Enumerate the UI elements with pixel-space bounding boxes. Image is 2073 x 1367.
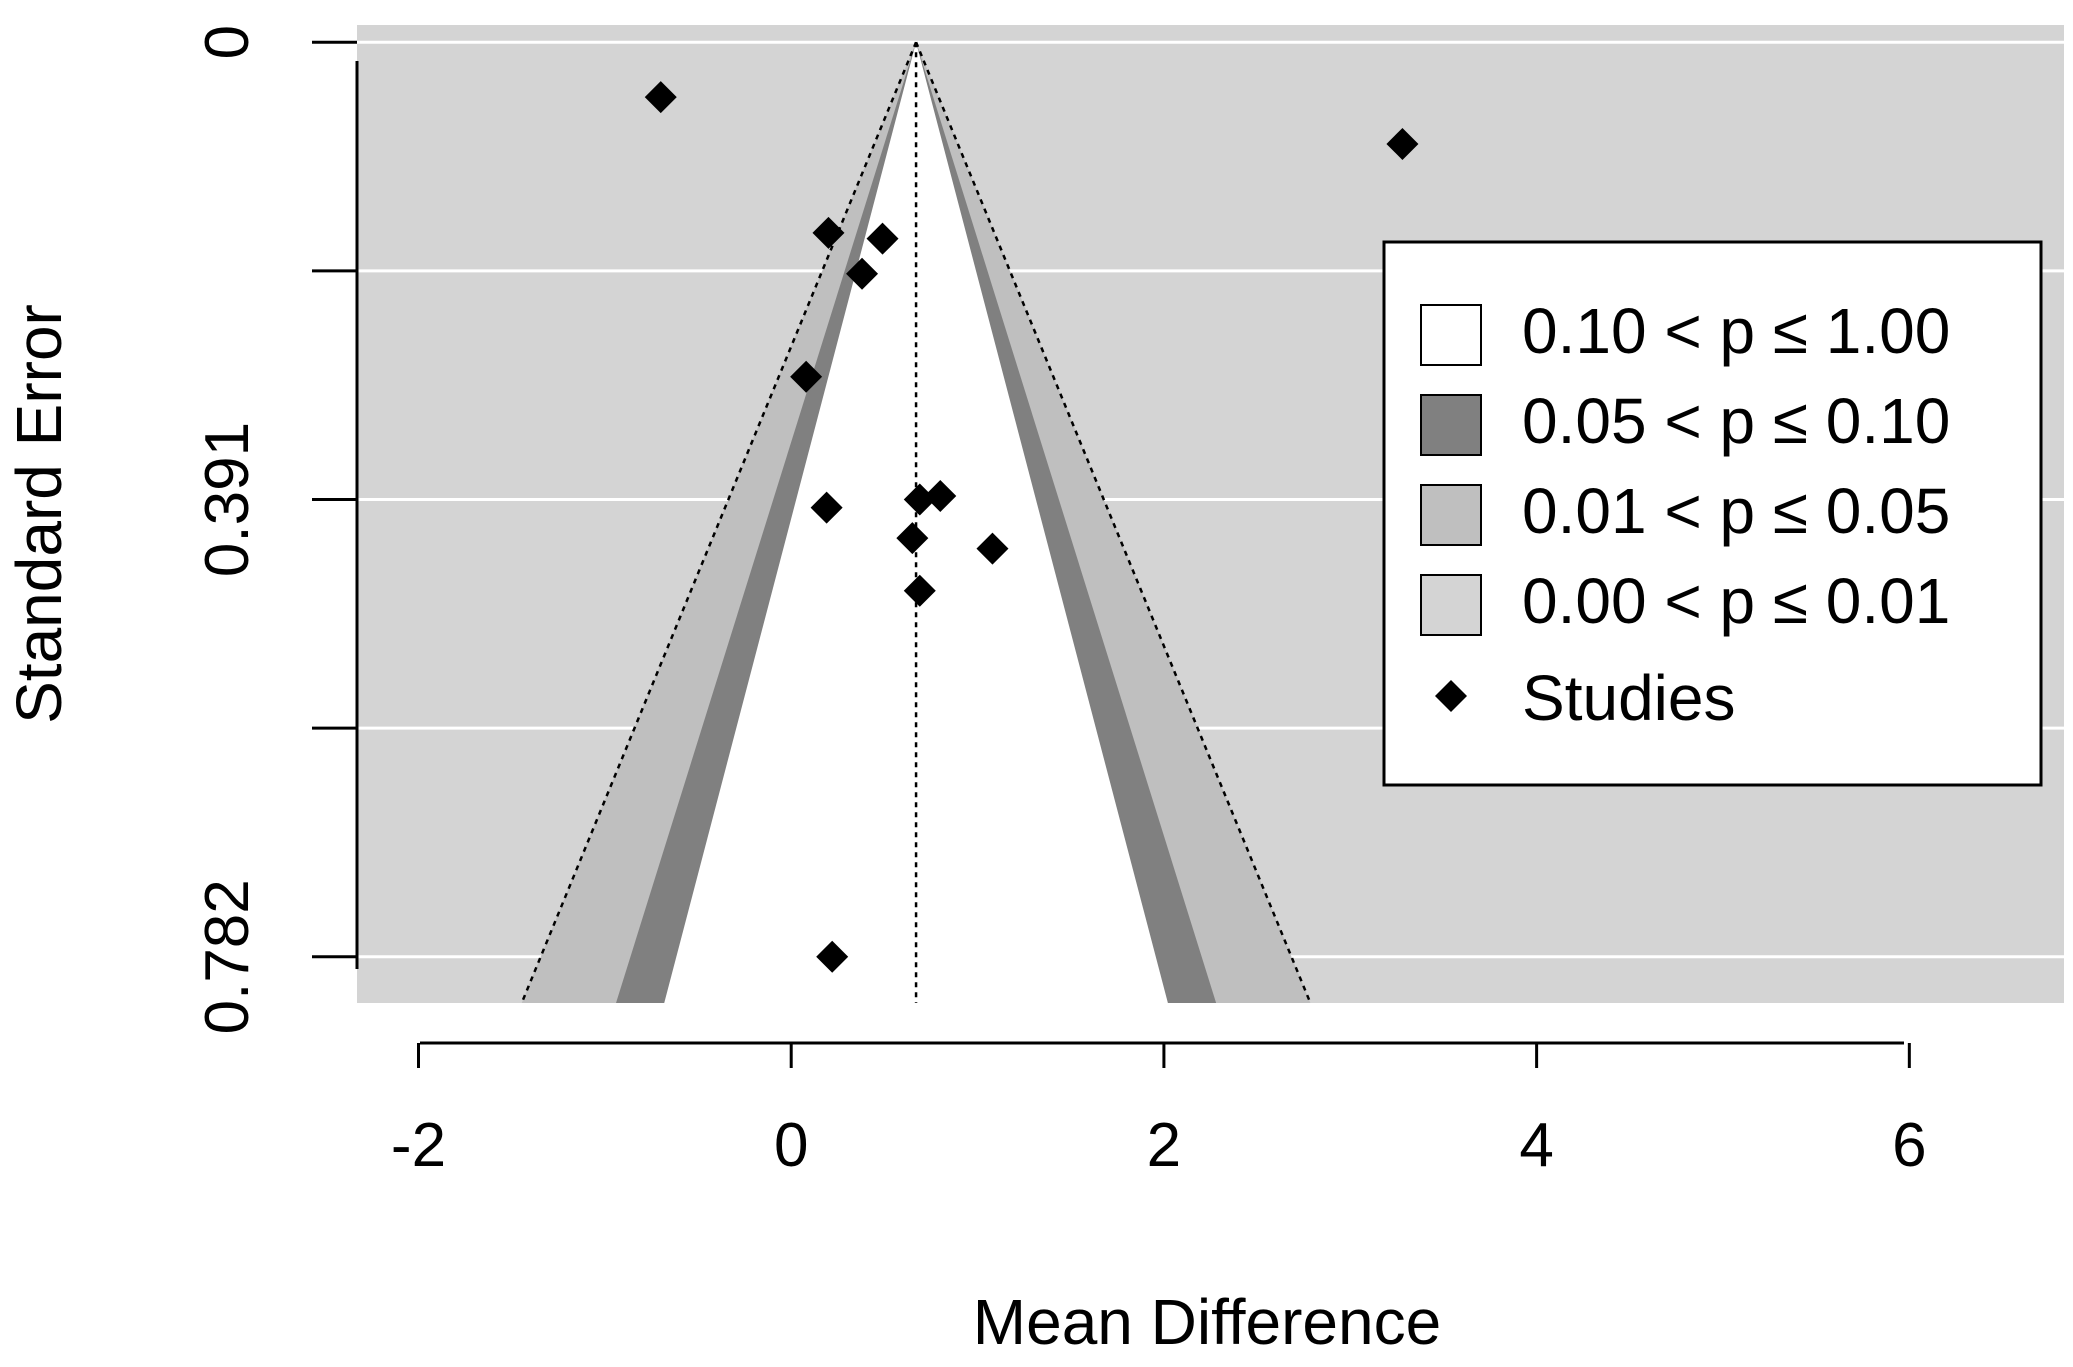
legend-swatch-2 — [1420, 394, 1482, 456]
legend-label-2: 0.05 < p ≤ 0.10 — [1522, 385, 1950, 457]
study-point-8 — [924, 479, 957, 512]
legend: 0.10 < p ≤ 1.00 0.05 < p ≤ 0.10 0.01 < p… — [1382, 240, 2043, 787]
legend-swatch-1 — [1420, 304, 1482, 366]
legend-label-3: 0.01 < p ≤ 0.05 — [1522, 475, 1950, 547]
study-point-5 — [846, 257, 879, 290]
study-point-6 — [790, 360, 823, 393]
y-tick-label-2: 0.782 — [193, 879, 262, 1034]
legend-swatch-3 — [1420, 484, 1482, 546]
y-tick-label-1: 0.391 — [193, 422, 262, 577]
y-ticks: 0 0.391 0.782 — [193, 25, 357, 1034]
legend-studies-marker — [1435, 680, 1467, 712]
study-point-1 — [644, 81, 677, 114]
study-point-12 — [903, 574, 936, 607]
study-point-11 — [976, 532, 1009, 565]
legend-label-1: 0.10 < p ≤ 1.00 — [1522, 295, 1950, 367]
study-point-10 — [896, 522, 929, 555]
x-ticks: -2 0 2 4 6 — [391, 1043, 1927, 1180]
legend-label-studies: Studies — [1522, 662, 1735, 734]
legend-box — [1382, 240, 2043, 787]
x-tick-label-2: 2 — [1147, 1111, 1181, 1180]
funnel-line-left — [520, 41, 918, 1003]
study-point-9 — [810, 491, 843, 524]
legend-swatch-4 — [1420, 574, 1482, 636]
x-tick-label-3: 4 — [1519, 1111, 1553, 1180]
y-axis-title: Standard Error — [3, 304, 75, 724]
study-point-2 — [1386, 127, 1419, 160]
study-point-3 — [812, 216, 845, 249]
x-axis-title: Mean Difference — [973, 1286, 1441, 1358]
study-point-13 — [816, 940, 849, 973]
x-tick-label-1: 0 — [774, 1111, 808, 1180]
legend-label-4: 0.00 < p ≤ 0.01 — [1522, 565, 1950, 637]
study-point-7 — [903, 483, 936, 516]
axes: -2 0 2 4 6 0 0.391 0.782 — [193, 25, 1927, 1180]
x-tick-label-0: -2 — [391, 1111, 446, 1180]
study-point-4 — [866, 222, 899, 255]
funnel-line-right — [914, 41, 1312, 1003]
y-tick-label-0: 0 — [193, 25, 262, 59]
x-tick-label-4: 6 — [1892, 1111, 1926, 1180]
